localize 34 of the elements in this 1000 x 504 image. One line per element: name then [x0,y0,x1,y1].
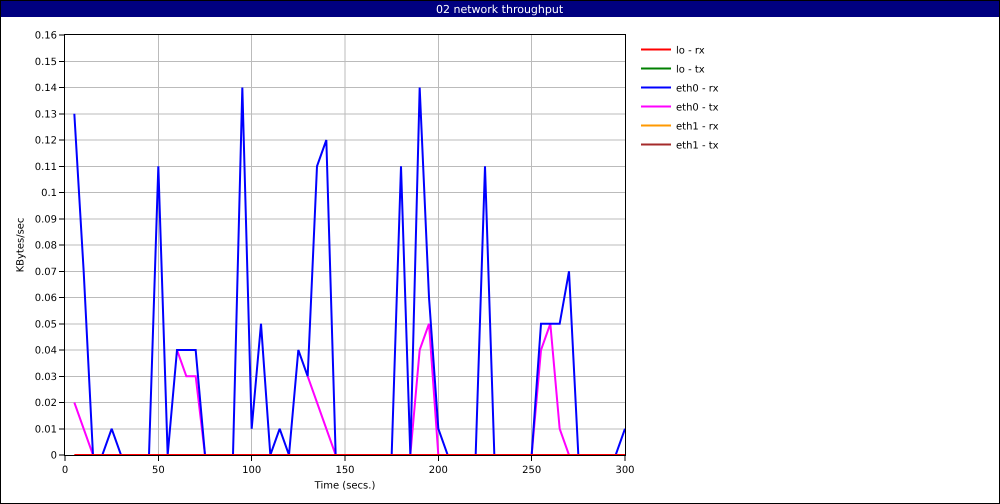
chart-title: 02 network throughput [436,3,564,16]
x-tick-label: 0 [62,465,68,476]
y-tick-label: 0 [50,450,57,462]
legend-label: eth0 - rx [676,83,719,94]
y-tick-label: 0.11 [34,162,57,173]
y-tick-label: 0.16 [34,30,57,42]
x-tick-label: 100 [242,465,262,476]
y-tick-label: 0.13 [34,109,57,120]
y-tick-label: 0.07 [34,266,57,278]
x-tick-label: 300 [615,465,635,476]
y-tick-label: 0.15 [34,56,57,68]
x-axis-title: Time (secs.) [314,480,376,492]
y-tick-label: 0.1 [41,188,57,199]
legend-label: lo - tx [676,64,705,76]
y-tick-label: 0.03 [34,372,57,383]
y-tick-label: 0.06 [34,293,57,304]
x-tick-label: 200 [428,465,448,476]
legend-label: eth1 - rx [676,121,719,132]
x-tick-label: 150 [335,465,355,476]
x-tick-label: 50 [152,465,165,476]
y-tick-label: 0.01 [34,424,57,436]
x-tick-label: 250 [522,465,542,476]
legend-label: lo - rx [676,45,705,56]
legend-label: eth0 - tx [676,102,719,114]
y-tick-label: 0.12 [34,136,57,146]
y-tick-label: 0.14 [34,83,57,94]
legend-label: eth1 - tx [676,140,719,152]
y-tick-label: 0.04 [34,346,57,356]
y-tick-label: 0.05 [34,319,57,330]
line-series [73,86,625,455]
y-tick-label: 0.09 [34,214,57,226]
y-tick-label: 0.08 [34,240,57,252]
y-tick-label: 0.02 [34,398,57,409]
y-axis-title: KBytes/sec [16,218,27,272]
